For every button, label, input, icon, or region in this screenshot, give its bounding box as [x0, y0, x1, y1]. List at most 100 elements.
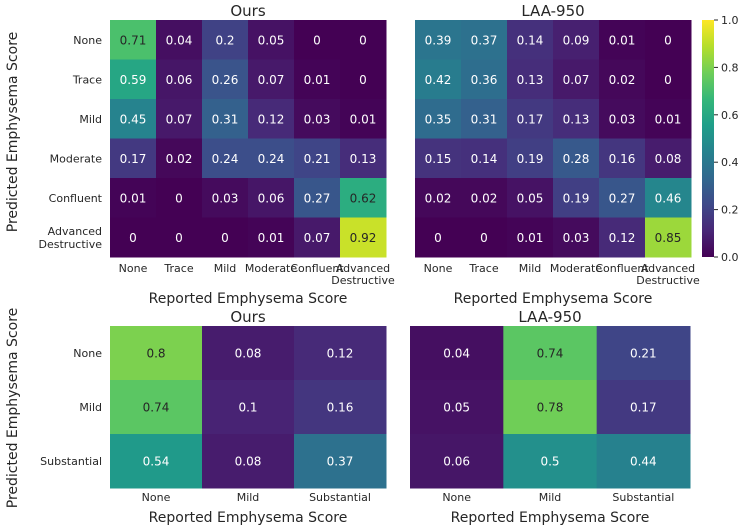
cell-value-label: 0.31: [212, 112, 239, 126]
heatmap-cell: [202, 99, 249, 139]
cell-value-label: 0.14: [517, 33, 544, 47]
cell-value-label: 0: [480, 231, 488, 245]
cell-value-label: 0.13: [563, 112, 590, 126]
cell-value-label: 0.27: [609, 191, 636, 205]
cell-value-label: 0.16: [609, 152, 636, 166]
heatmap-cell: [294, 217, 341, 258]
heatmap-cell: [645, 138, 692, 179]
cell-value-label: 0.17: [517, 112, 544, 126]
heatmap-cell: [156, 59, 203, 100]
cell-value-label: 0.12: [258, 112, 285, 126]
heatmap-cell: [110, 434, 203, 489]
cell-value-label: 0.01: [350, 112, 377, 126]
cell-value-label: 0.13: [517, 73, 544, 87]
cell-value-label: 0.16: [327, 401, 354, 415]
heatmap-cell: [415, 178, 462, 218]
cell-value-label: 0.04: [443, 347, 470, 361]
cell-value-label: 0.02: [609, 73, 636, 87]
x-tick-label: Advanced Destructive: [636, 262, 700, 287]
heatmap-cell: [410, 380, 504, 435]
cell-value-label: 0.08: [655, 152, 682, 166]
colorbar-tick-label: 1.0: [721, 14, 739, 27]
cell-value-label: 0.13: [350, 152, 377, 166]
x-axis-label: Reported Emphysema Score: [454, 291, 653, 307]
x-tick-label: None: [142, 491, 171, 504]
y-tick-label: Substantial: [40, 455, 102, 468]
heatmap-title: LAA-950: [521, 2, 584, 20]
heatmap-cell: [340, 138, 387, 179]
heatmap-cell: [110, 326, 203, 381]
cell-value-label: 0.01: [258, 231, 285, 245]
heatmap-cell: [507, 138, 554, 179]
heatmap-cell: [461, 20, 508, 60]
heatmap-cell: [248, 138, 295, 179]
heatmap-cell: [461, 59, 508, 100]
heatmap-cell: [202, 178, 249, 218]
cell-value-label: 0.85: [655, 231, 682, 245]
cell-value-label: 0.04: [166, 33, 193, 47]
heatmap-cell: [410, 326, 504, 381]
heatmap-cell: [645, 59, 692, 100]
cell-value-label: 0.42: [425, 73, 452, 87]
cell-value-label: 0.01: [655, 112, 682, 126]
cell-value-label: 0.54: [143, 455, 170, 469]
cell-value-label: 0.12: [327, 347, 354, 361]
heatmap-title: LAA-950: [518, 308, 581, 326]
heatmap-cell: [553, 217, 600, 258]
cell-value-label: 0.05: [443, 401, 470, 415]
cell-value-label: 0.71: [120, 33, 147, 47]
heatmap-cell: [507, 20, 554, 60]
cell-value-label: 0.78: [537, 401, 564, 415]
x-tick-label: Confluent: [595, 262, 649, 275]
cell-value-label: 0.27: [304, 191, 331, 205]
x-tick-label: Mild: [237, 491, 260, 504]
heatmap-cell: [156, 20, 203, 60]
heatmap-cell: [415, 217, 462, 258]
cell-value-label: 0: [359, 73, 367, 87]
x-tick-label: Moderate: [245, 262, 298, 275]
heatmap-title: Ours: [230, 2, 265, 20]
heatmap-cell: [156, 138, 203, 179]
cell-value-label: 0.05: [258, 33, 285, 47]
cell-value-label: 0: [359, 33, 367, 47]
x-tick-label: Confluent: [290, 262, 344, 275]
y-tick-label: None: [73, 347, 102, 360]
x-tick-label: Substantial: [309, 491, 371, 504]
heatmap-cell: [415, 20, 462, 60]
heatmap-cell: [599, 59, 646, 100]
cell-value-label: 0.5: [540, 455, 559, 469]
cell-value-label: 0.15: [425, 152, 452, 166]
heatmap-cell: [294, 380, 387, 435]
cell-value-label: 0: [221, 231, 229, 245]
cell-value-label: 0.02: [166, 152, 193, 166]
heatmap-title: Ours: [230, 308, 265, 326]
heatmap-cell: [156, 99, 203, 139]
cell-value-label: 0.02: [425, 191, 452, 205]
cell-value-label: 0.01: [120, 191, 147, 205]
heatmap-cell: [503, 380, 598, 435]
heatmap-cell: [248, 178, 295, 218]
x-axis-label: Reported Emphysema Score: [451, 510, 650, 526]
heatmap-cell: [110, 380, 203, 435]
y-tick-label: Confluent: [49, 192, 103, 205]
heatmap-cell: [202, 217, 249, 258]
cell-value-label: 0: [175, 231, 183, 245]
cell-value-label: 0.62: [350, 191, 377, 205]
heatmap-cell: [202, 138, 249, 179]
colorbar-gradient: [702, 20, 714, 257]
y-tick-label: Mild: [79, 401, 102, 414]
heatmap-cell: [294, 59, 341, 100]
cell-value-label: 0.24: [258, 152, 285, 166]
heatmap-cell: [507, 99, 554, 139]
cell-value-label: 0.21: [630, 347, 657, 361]
cell-value-label: 0.01: [609, 33, 636, 47]
heatmap-cell: [202, 20, 249, 60]
heatmap-cell: [596, 326, 691, 381]
cell-value-label: 0.19: [517, 152, 544, 166]
heatmap-cell: [110, 59, 157, 100]
heatmap-cell: [110, 217, 157, 258]
cell-value-label: 0.08: [235, 347, 262, 361]
cell-value-label: 0.45: [120, 112, 147, 126]
heatmap-cell: [645, 99, 692, 139]
